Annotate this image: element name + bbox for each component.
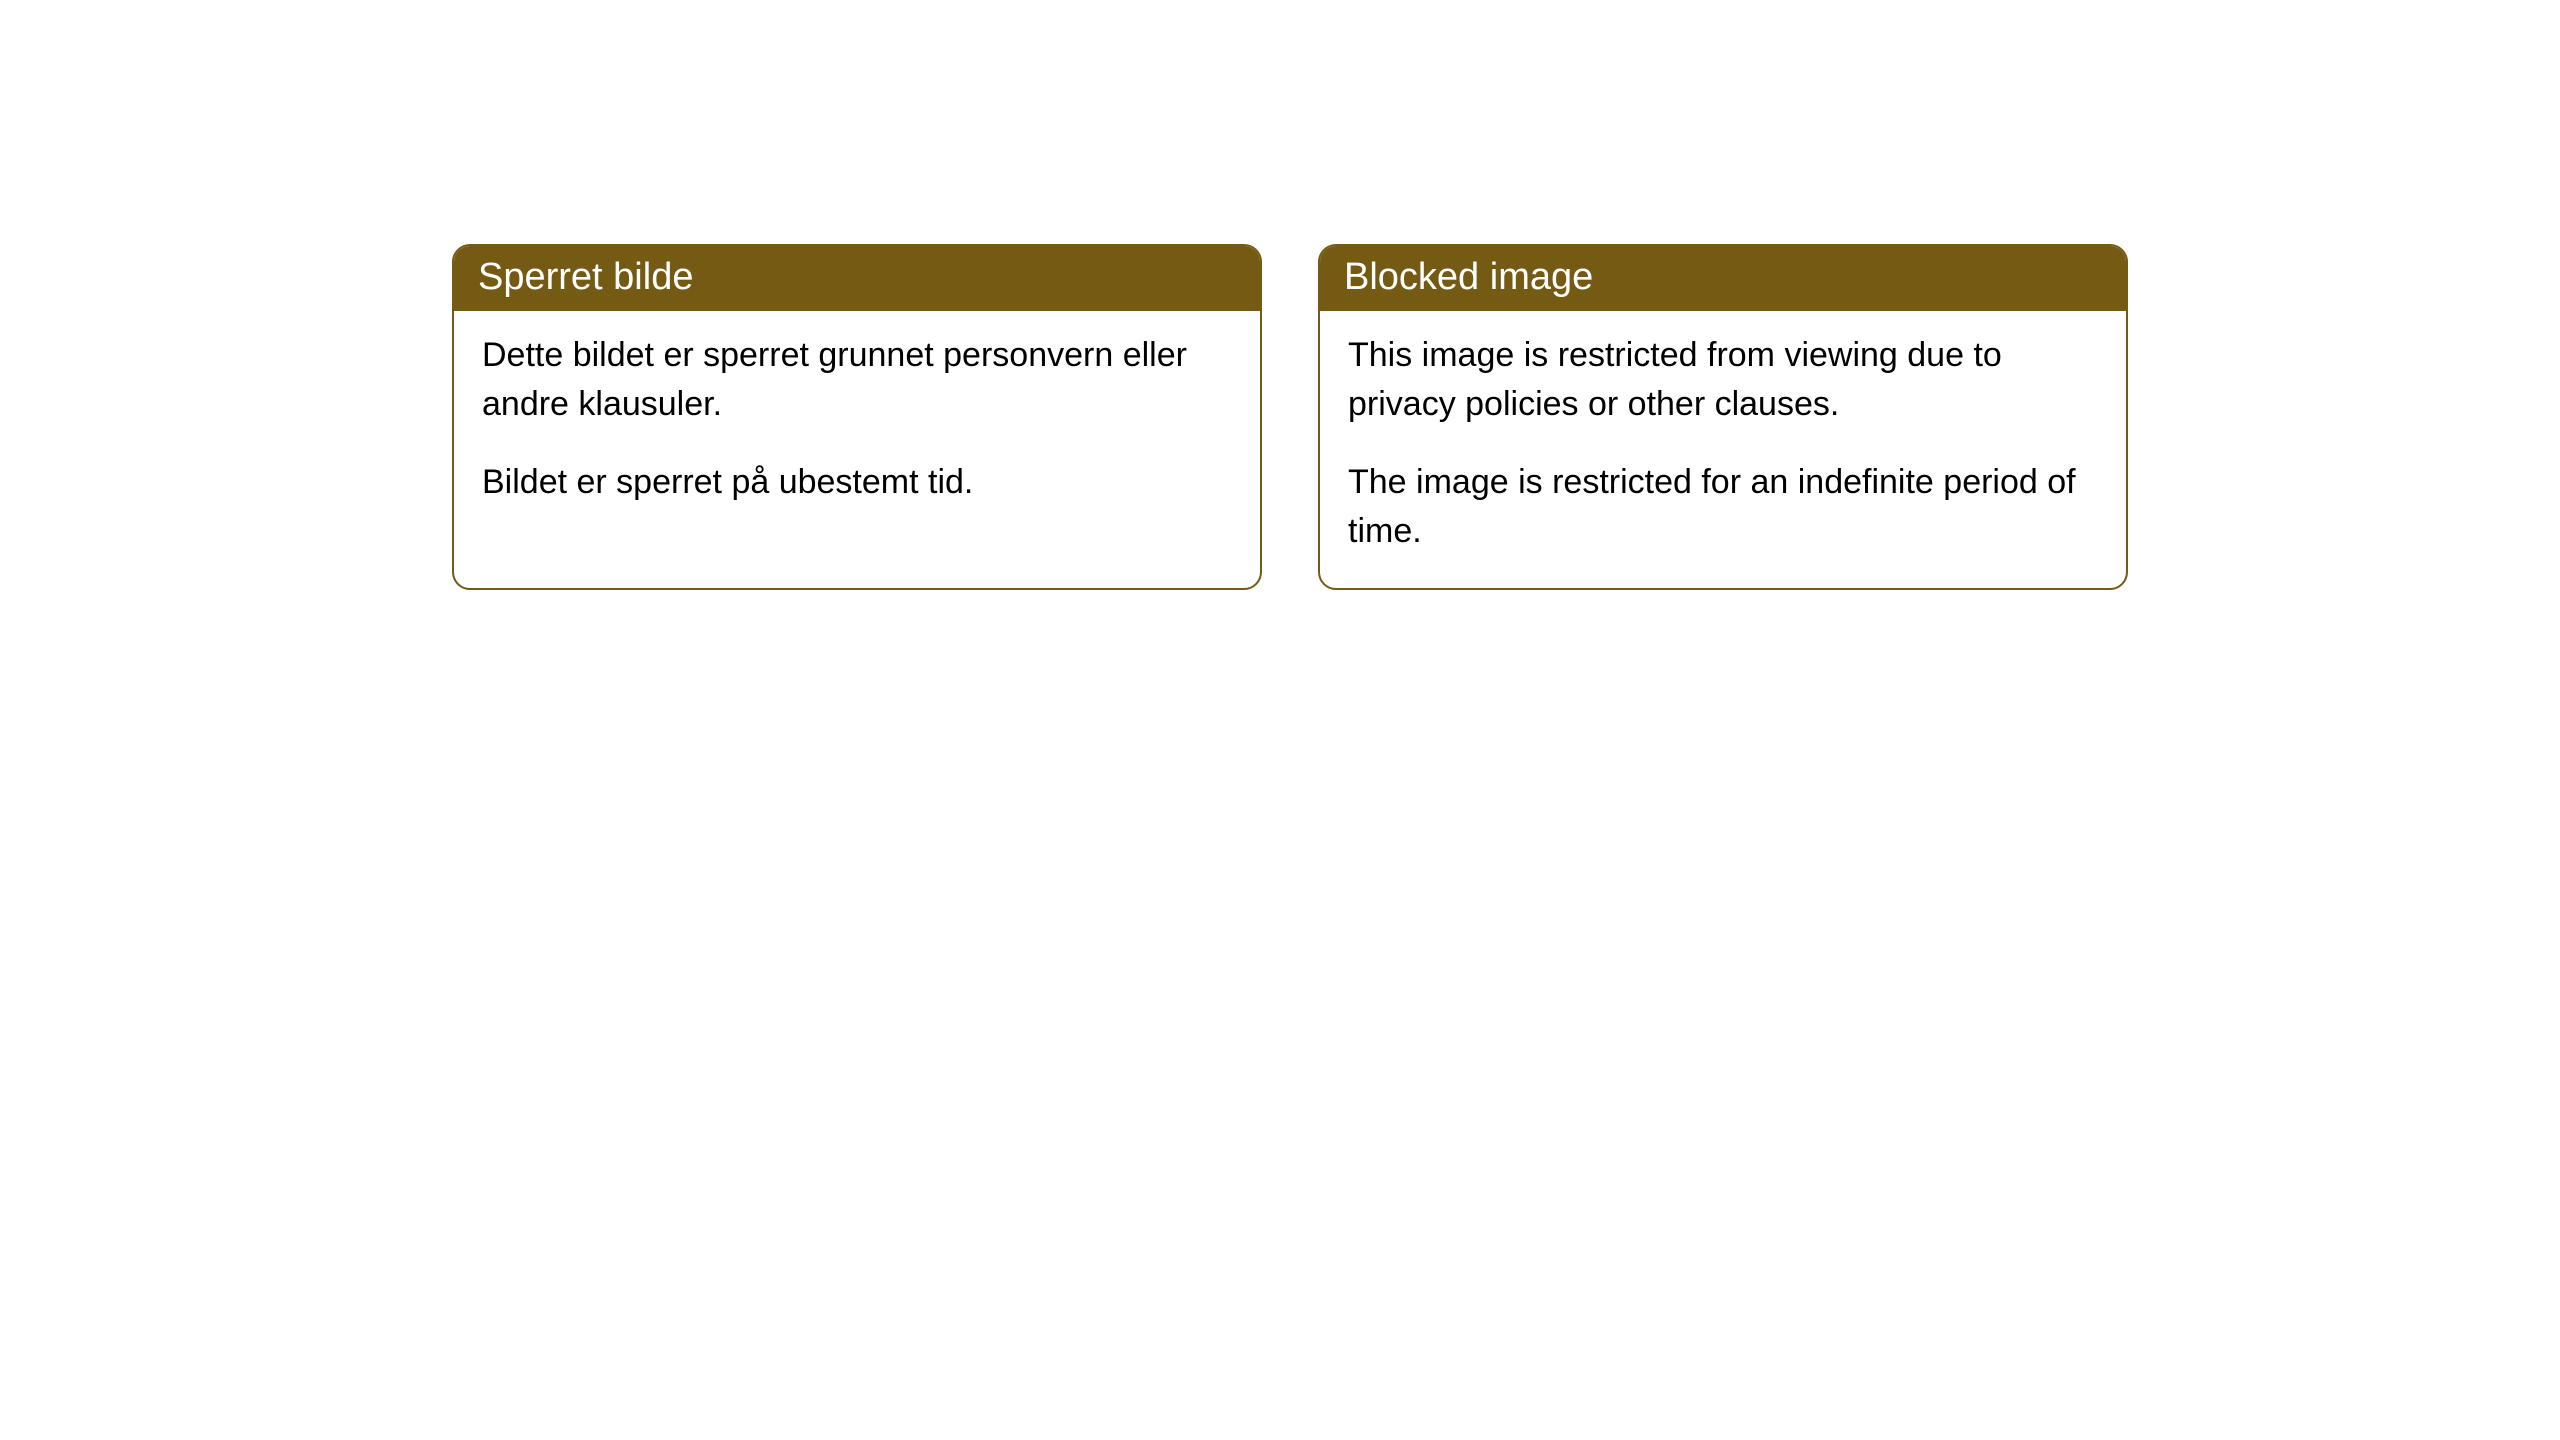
card-body: Dette bildet er sperret grunnet personve… (454, 311, 1260, 539)
card-paragraph: Bildet er sperret på ubestemt tid. (482, 458, 1232, 507)
card-paragraph: This image is restricted from viewing du… (1348, 331, 2098, 430)
card-body: This image is restricted from viewing du… (1320, 311, 2126, 588)
card-paragraph: Dette bildet er sperret grunnet personve… (482, 331, 1232, 430)
card-header: Blocked image (1320, 246, 2126, 311)
notice-cards-container: Sperret bilde Dette bildet er sperret gr… (452, 244, 2128, 590)
notice-card-english: Blocked image This image is restricted f… (1318, 244, 2128, 590)
notice-card-norwegian: Sperret bilde Dette bildet er sperret gr… (452, 244, 1262, 590)
card-header: Sperret bilde (454, 246, 1260, 311)
card-paragraph: The image is restricted for an indefinit… (1348, 458, 2098, 557)
